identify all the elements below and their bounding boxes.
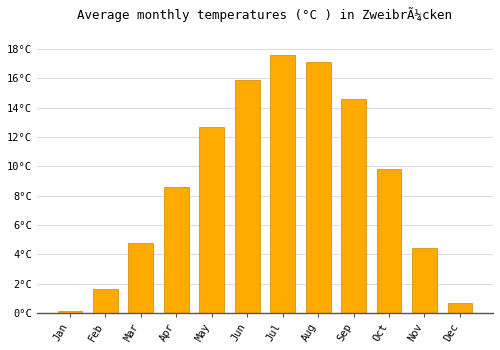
Bar xyxy=(93,289,118,313)
Bar xyxy=(200,127,224,313)
Bar xyxy=(164,187,188,313)
Bar xyxy=(58,312,82,313)
Bar xyxy=(412,248,437,313)
Bar xyxy=(341,99,366,313)
Title: Average monthly temperatures (°C ) in ZweibrÃ¼cken: Average monthly temperatures (°C ) in Zw… xyxy=(78,7,452,22)
Bar xyxy=(235,80,260,313)
Bar xyxy=(448,302,472,313)
Bar xyxy=(128,243,154,313)
Bar xyxy=(376,169,402,313)
Bar xyxy=(270,55,295,313)
Bar xyxy=(306,62,330,313)
